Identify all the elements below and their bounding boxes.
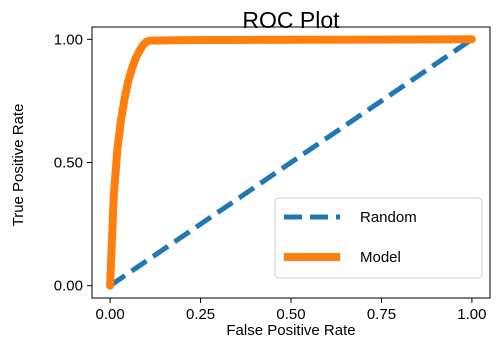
legend-label-random: Random — [360, 209, 417, 226]
x-tick-label: 0.25 — [186, 306, 215, 323]
series-line-random — [108, 37, 474, 288]
x-tick-label: 0.50 — [276, 306, 305, 323]
chart-title: ROC Plot — [242, 7, 340, 33]
x-axis-label: False Positive Rate — [226, 322, 355, 339]
y-tick-label: 0.00 — [54, 278, 83, 295]
plot-frame — [91, 26, 491, 299]
y-axis-ticks: 0.00 0.50 1.00 — [54, 31, 92, 295]
x-tick-label: 0.75 — [367, 306, 396, 323]
y-tick-label: 1.00 — [54, 31, 83, 48]
plot-lines — [106, 35, 476, 290]
legend: Random Model — [274, 197, 483, 279]
series-line-model — [106, 35, 476, 290]
x-tick-label: 1.00 — [457, 306, 486, 323]
y-axis-label: True Positive Rate — [10, 104, 27, 227]
x-tick-label: 0.00 — [95, 306, 124, 323]
x-axis-ticks: 0.00 0.25 0.50 0.75 1.00 — [95, 298, 487, 323]
legend-label-model: Model — [360, 249, 401, 266]
y-tick-label: 0.50 — [54, 155, 83, 172]
